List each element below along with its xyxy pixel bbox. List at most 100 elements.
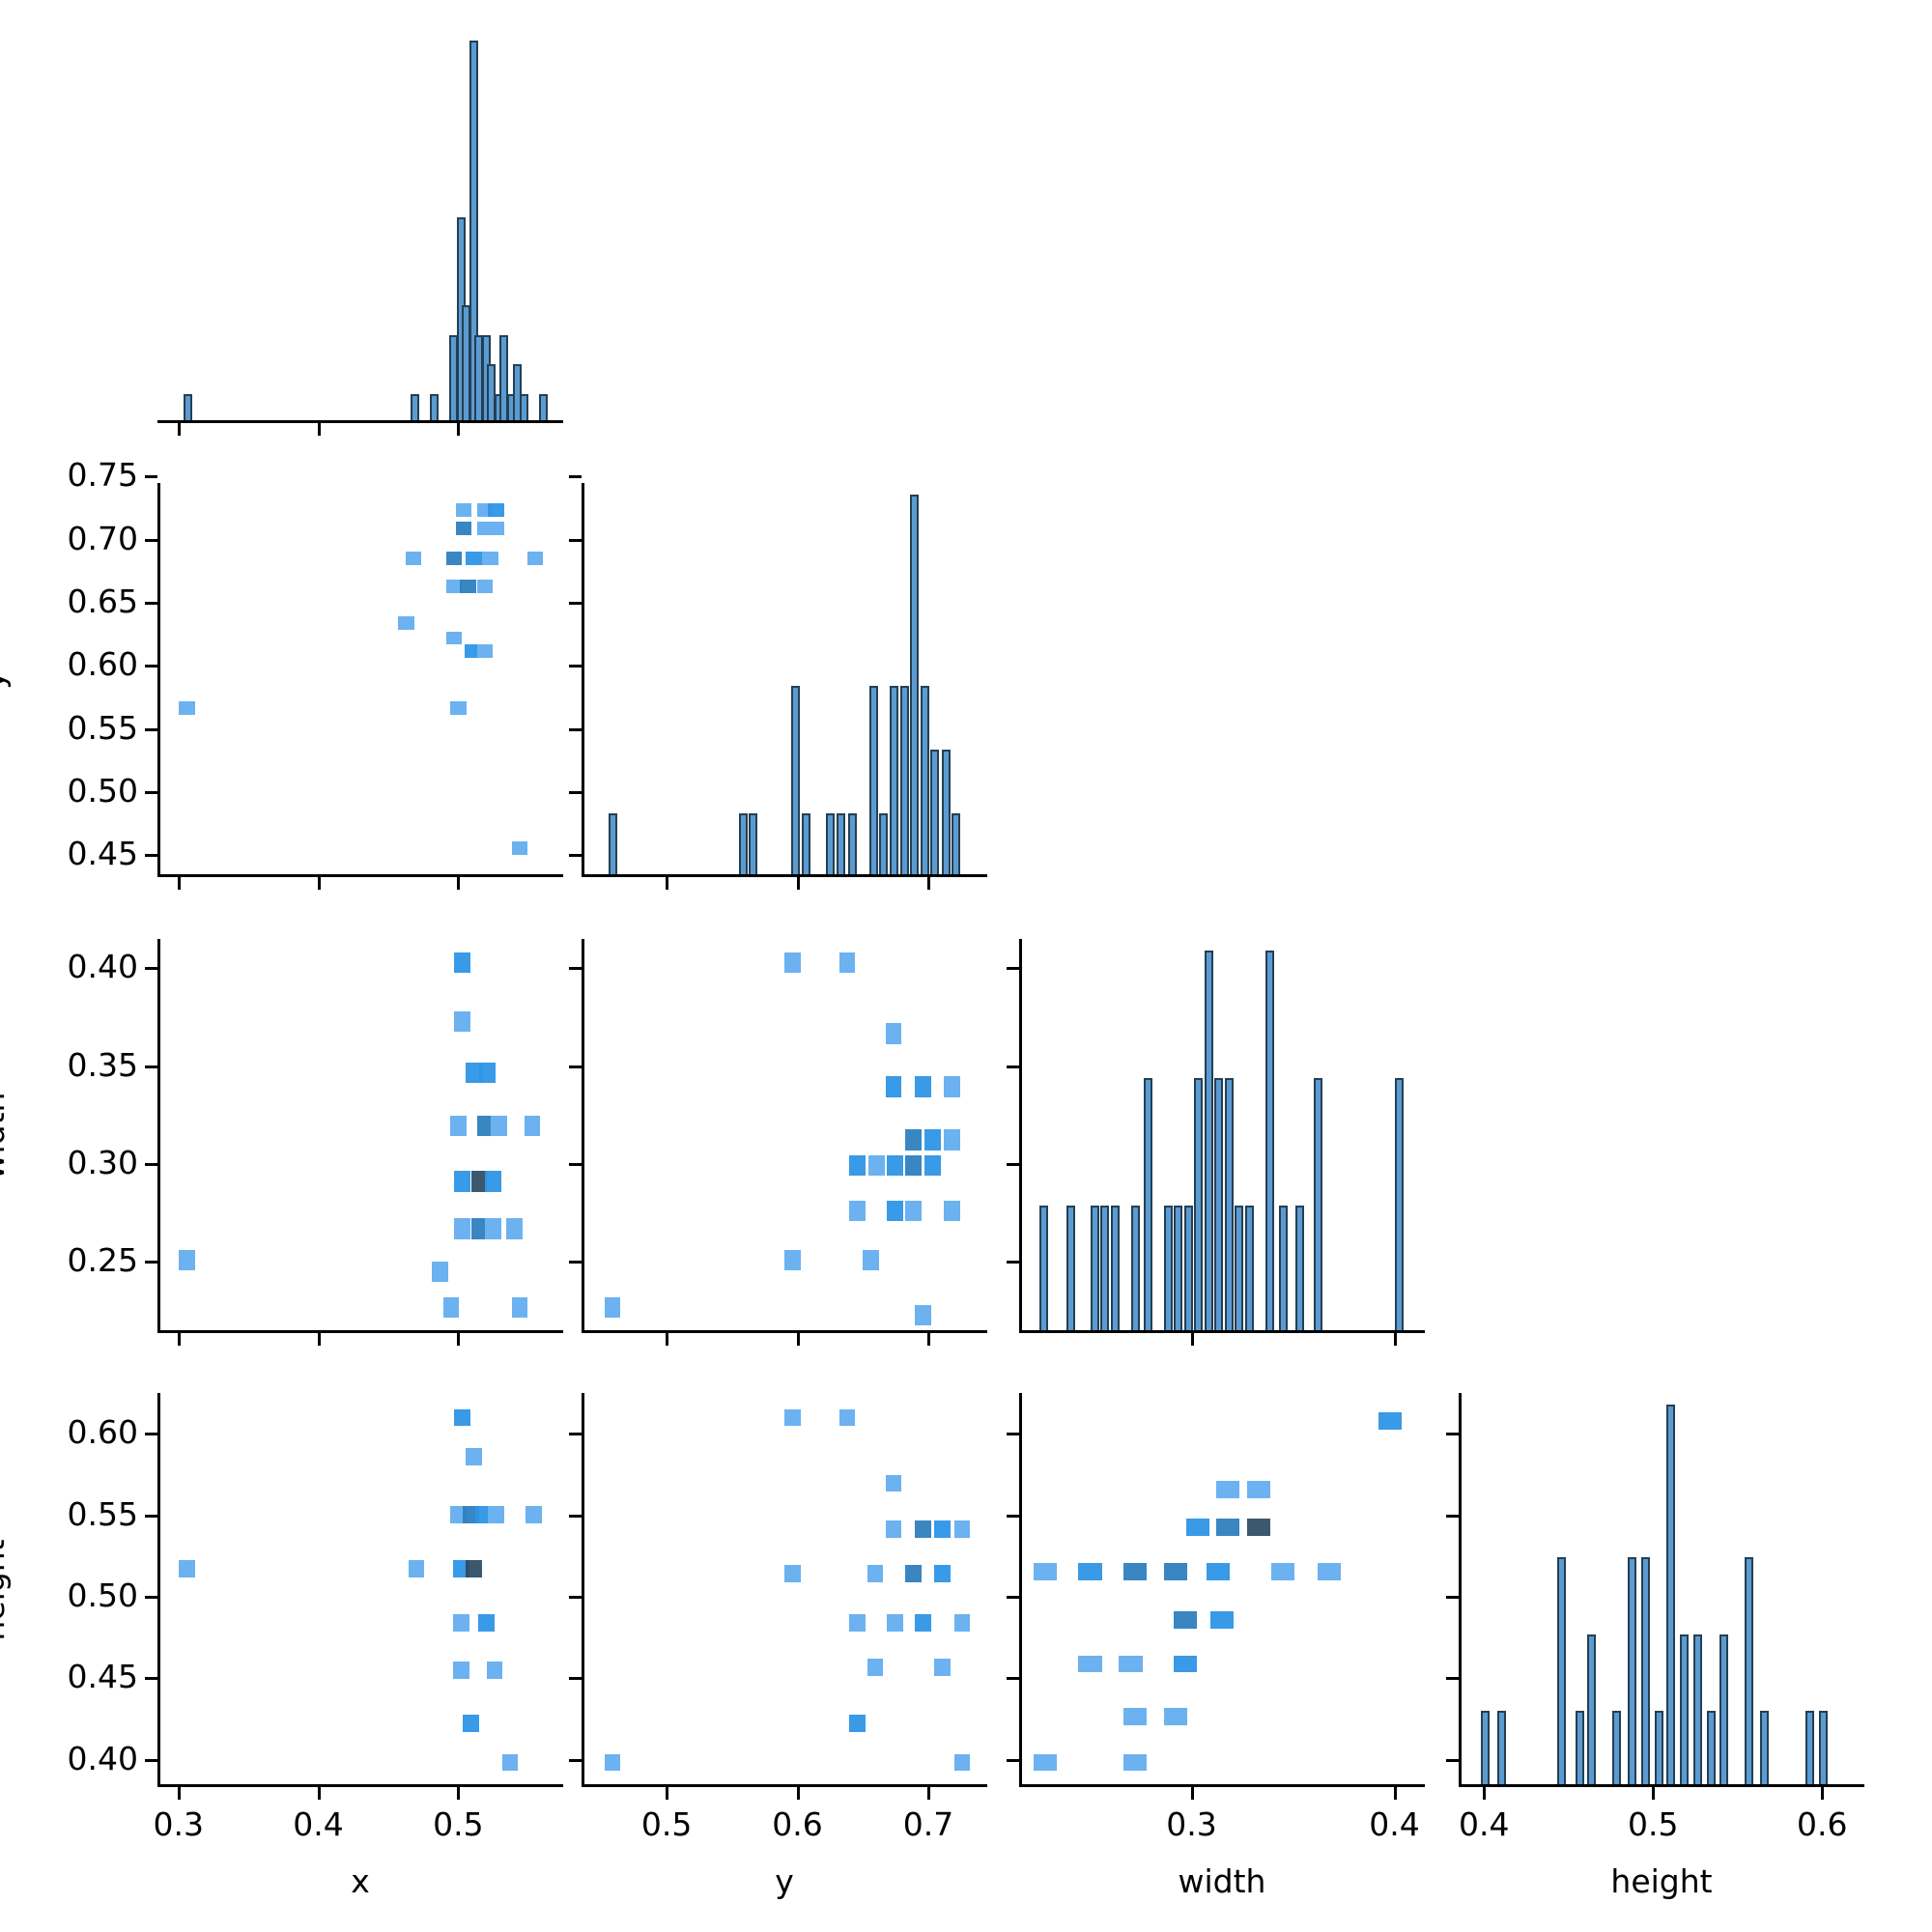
scatter-bin: [934, 1658, 951, 1676]
histogram-bar: [1174, 1206, 1183, 1333]
histogram-bar: [1693, 1634, 1703, 1787]
scatter-bin: [526, 551, 544, 565]
histogram-bar: [899, 686, 909, 877]
y-tick: [569, 1758, 582, 1762]
x-tick-label: 0.7: [902, 1805, 954, 1843]
scatter-bin: [179, 1559, 195, 1577]
y-tick: [569, 791, 582, 795]
x-tick-label: 0.3: [1166, 1805, 1217, 1843]
y-tick: [1446, 1758, 1459, 1762]
axis-spine-bottom: [157, 874, 563, 877]
y-tick: [145, 475, 157, 479]
histogram-bar: [184, 393, 193, 423]
scatter-bin: [476, 579, 494, 593]
scatter-bin: [1185, 1519, 1209, 1537]
histogram-bar: [1235, 1206, 1244, 1333]
x-tick-label: 0.3: [153, 1805, 204, 1843]
histogram-bar: [1295, 1206, 1305, 1333]
y-tick-label: 0.25: [67, 1241, 138, 1280]
scatter-plot-area: [157, 939, 563, 1333]
scatter-bin: [454, 1010, 471, 1033]
scatter-bin: [885, 1076, 902, 1097]
scatter-panel-x-vs-width: 0.40 0.35 0.30 0.25: [68, 939, 563, 1346]
scatter-bin: [470, 1171, 488, 1192]
histogram-bar: [837, 813, 846, 877]
histogram-bar: [1163, 1206, 1173, 1333]
axis-spine-bottom: [157, 1330, 563, 1333]
axis-title-x-height: height: [1610, 1862, 1713, 1900]
y-tick: [145, 967, 157, 971]
scatter-bin: [1246, 1519, 1270, 1537]
scatter-bin: [450, 1505, 467, 1523]
x-tick: [666, 1333, 669, 1346]
scatter-bin: [463, 1714, 479, 1732]
histogram-bar: [790, 686, 800, 877]
histogram-bar: [539, 393, 549, 423]
axis-spine-bottom: [1019, 1784, 1425, 1787]
y-tick: [569, 1065, 582, 1068]
histogram-bar: [1065, 1206, 1075, 1333]
scatter-plot-area: [157, 1393, 563, 1787]
scatter-bin: [482, 551, 498, 565]
axis-spine-bottom: [157, 420, 563, 423]
y-tick-label: 0.45: [67, 835, 138, 873]
scatter-bin: [1209, 1610, 1235, 1629]
y-tick: [1007, 967, 1019, 971]
scatter-bin: [452, 1662, 469, 1680]
y-tick: [145, 1595, 157, 1599]
histogram-bar: [942, 750, 952, 877]
scatter-bin: [408, 1559, 425, 1577]
scatter-plot-area: [157, 483, 563, 877]
scatter-bin: [915, 1076, 931, 1097]
axis-spine-bottom: [1459, 1784, 1864, 1787]
x-tick-label: 0.4: [1459, 1805, 1510, 1843]
histogram-bar: [519, 393, 528, 423]
scatter-bin: [867, 1565, 884, 1582]
y-tick: [145, 1065, 157, 1068]
y-tick: [145, 665, 157, 668]
histogram-plot-area: [582, 483, 987, 877]
scatter-bin: [1122, 1707, 1147, 1725]
y-tick-label: 0.30: [67, 1143, 138, 1181]
scatter-bin: [460, 579, 476, 593]
scatter-bin: [915, 1520, 931, 1539]
y-tick: [569, 1514, 582, 1518]
scatter-panel-x-vs-y: 0.75 0.70 0.65 0.60 0.55 0.50 0.45: [68, 459, 563, 890]
axis-title-x-y: y: [775, 1862, 794, 1900]
y-tick: [145, 854, 157, 858]
scatter-bin: [784, 1408, 801, 1427]
scatter-bin: [464, 643, 481, 658]
histogram-bar: [1244, 1206, 1254, 1333]
histogram-bar: [1143, 1078, 1152, 1333]
scatter-bin: [934, 1565, 951, 1582]
histogram-bar: [921, 686, 930, 877]
y-tick: [1446, 1514, 1459, 1518]
axis-spine-left: [582, 1393, 584, 1787]
y-tick: [569, 1433, 582, 1436]
histogram-bar: [430, 393, 440, 423]
x-tick: [927, 1787, 931, 1800]
y-tick: [145, 1261, 157, 1264]
scatter-bin: [179, 701, 195, 715]
y-tick: [145, 791, 157, 795]
scatter-plot-area: [582, 939, 987, 1333]
scatter-bin: [1270, 1563, 1295, 1581]
scatter-bin: [432, 1262, 448, 1283]
y-tick: [145, 1162, 157, 1166]
y-tick: [569, 967, 582, 971]
scatter-bin: [1216, 1519, 1240, 1537]
axis-spine-left: [157, 939, 160, 1333]
y-tick: [1446, 1677, 1459, 1681]
scatter-bin: [442, 1296, 460, 1319]
x-tick: [457, 1333, 461, 1346]
histogram-bar: [1612, 1710, 1622, 1787]
scatter-bin: [450, 701, 467, 715]
scatter-bin: [848, 1154, 866, 1177]
scatter-bin: [488, 502, 504, 517]
scatter-bin: [475, 1505, 492, 1523]
scatter-bin: [784, 1249, 801, 1271]
axis-spine-bottom: [1019, 1330, 1425, 1333]
histogram-bar: [609, 813, 618, 877]
scatter-bin: [511, 840, 528, 855]
histogram-plot-area: [157, 29, 563, 423]
